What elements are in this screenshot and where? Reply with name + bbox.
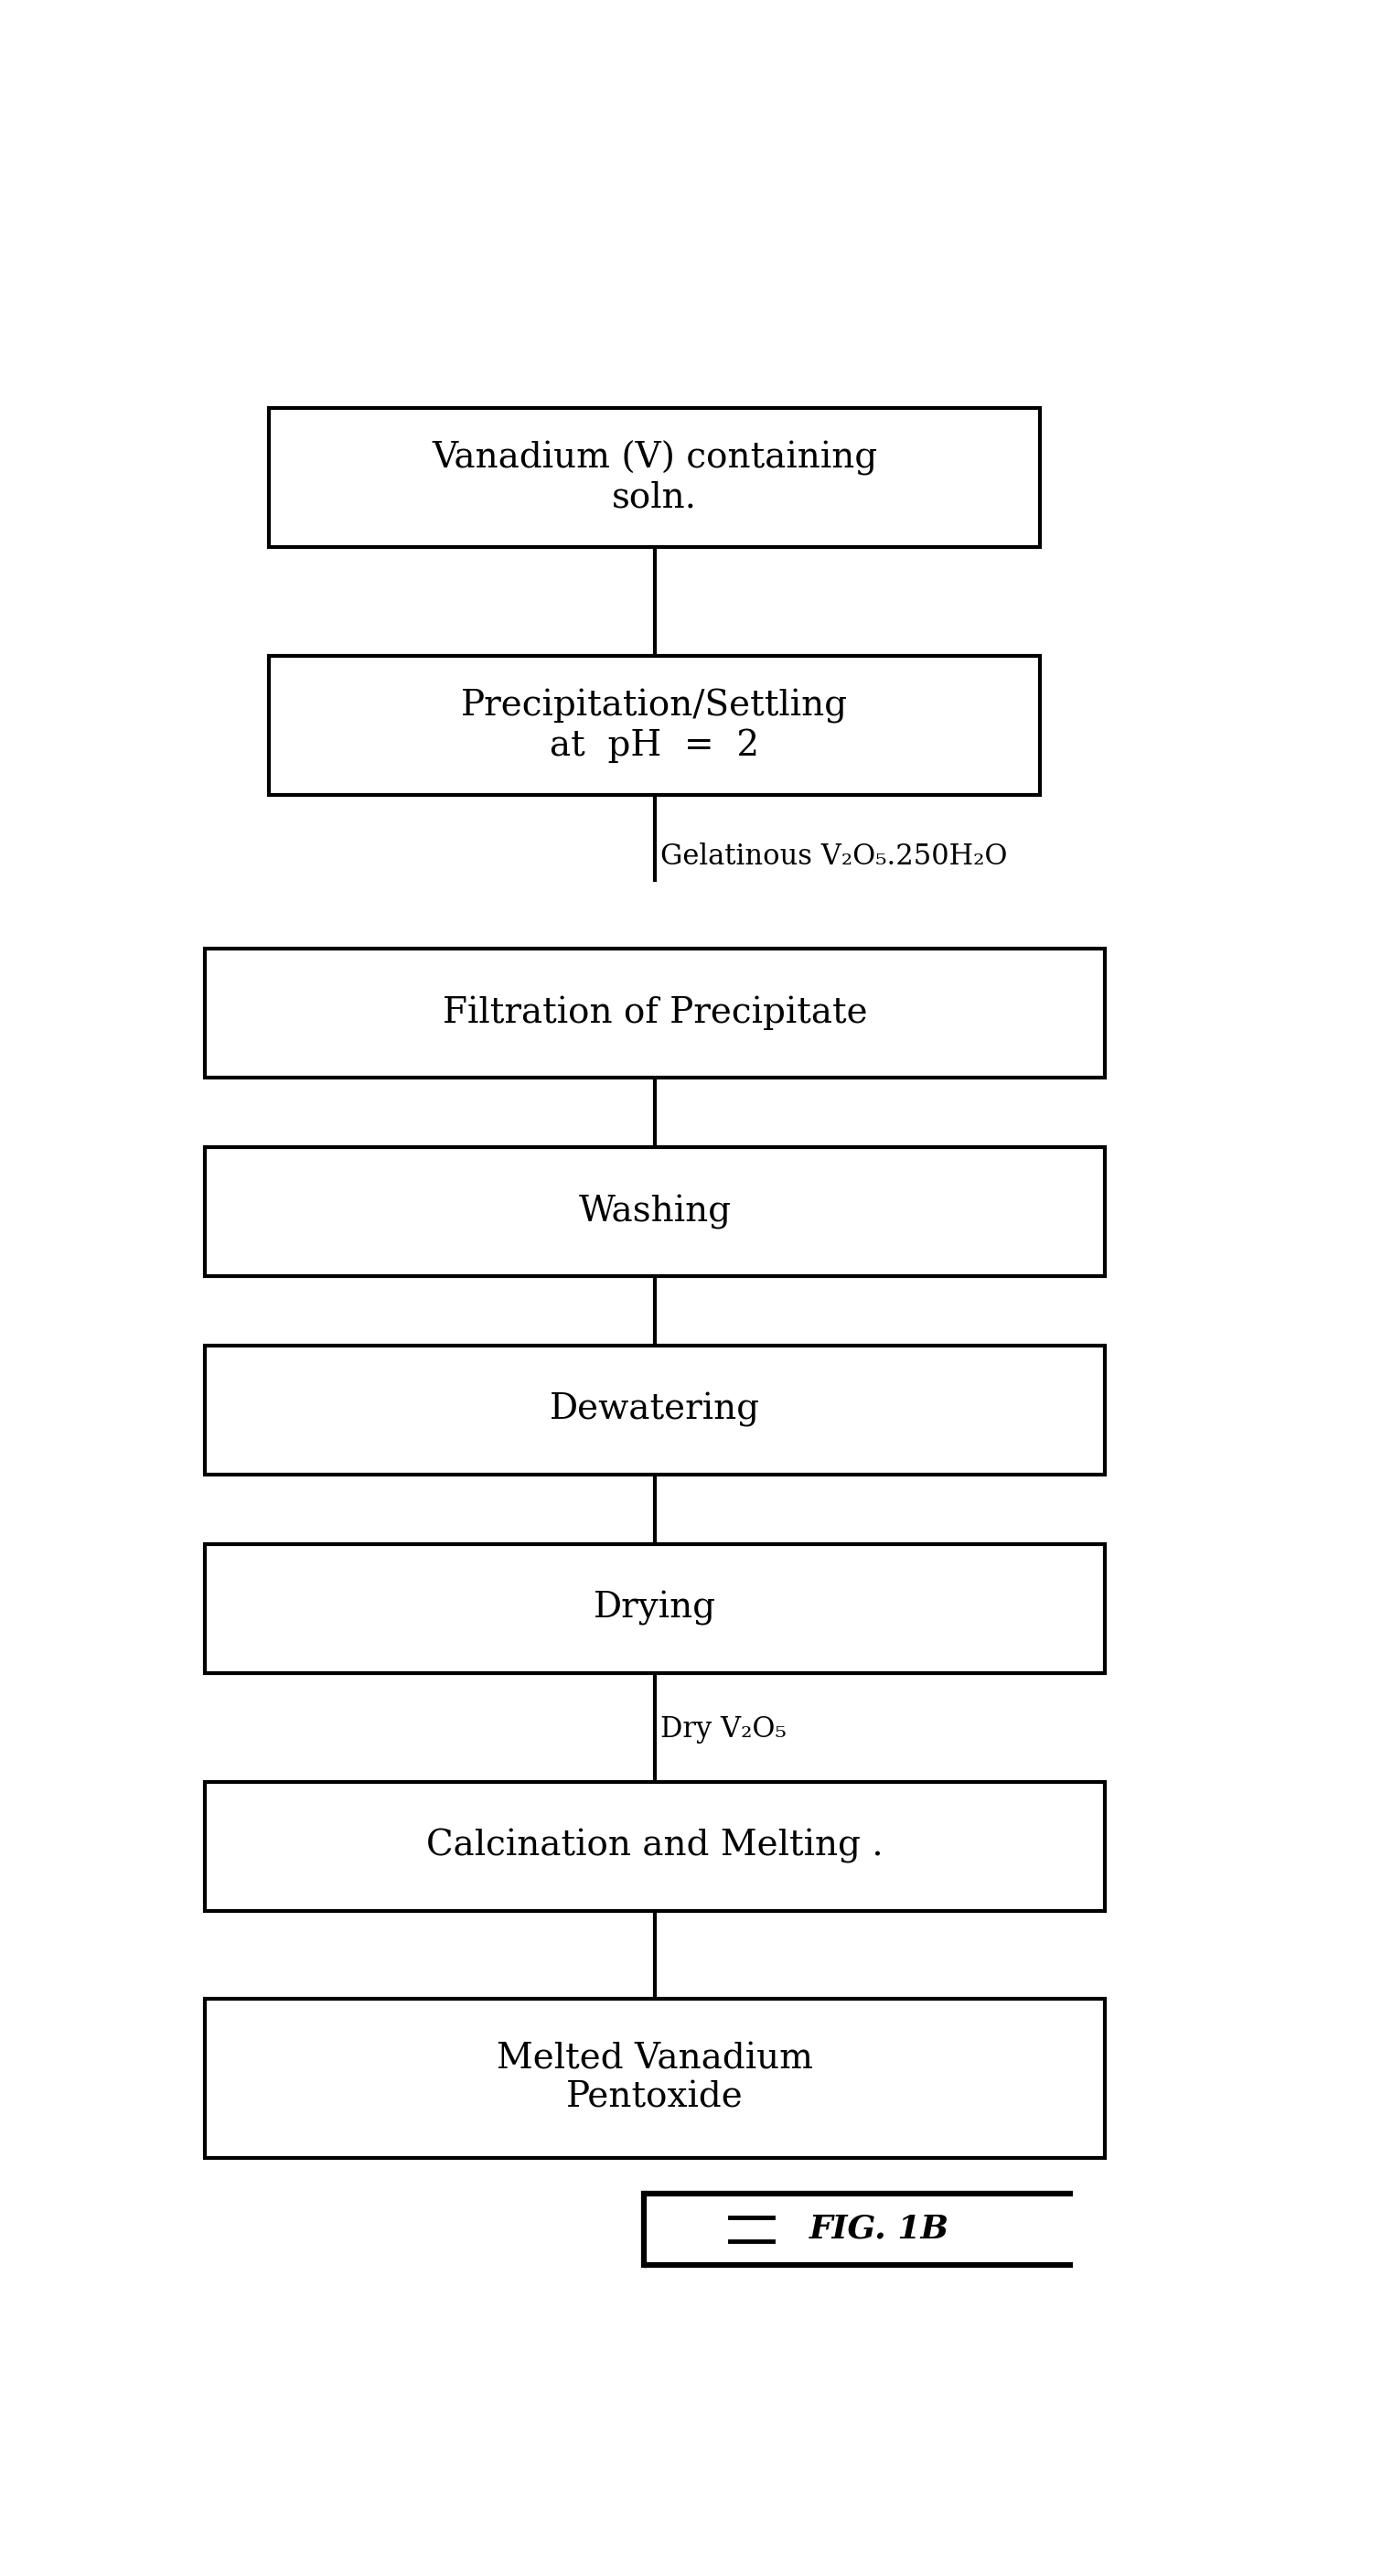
Bar [269, 410, 1041, 546]
Bar [205, 1783, 1104, 1911]
Text: Melted Vanadium
Pentoxide: Melted Vanadium Pentoxide [496, 2043, 813, 2115]
Text: FIG. 1B: FIG. 1B [810, 2213, 949, 2244]
Text: Vanadium (V) containing
soln.: Vanadium (V) containing soln. [433, 440, 878, 515]
Text: Filtration of Precipitate: Filtration of Precipitate [442, 997, 867, 1030]
Text: Washing: Washing [578, 1195, 731, 1229]
Text: Gelatinous V₂O₅.250H₂O: Gelatinous V₂O₅.250H₂O [661, 842, 1007, 871]
Bar [205, 1543, 1104, 1672]
Bar [205, 1146, 1104, 1275]
Text: Drying: Drying [593, 1592, 716, 1625]
Bar [269, 657, 1041, 796]
Text: Dry V₂O₅: Dry V₂O₅ [661, 1716, 786, 1744]
Bar [205, 1345, 1104, 1473]
Text: Dewatering: Dewatering [550, 1394, 760, 1427]
Bar [205, 1999, 1104, 2159]
Text: Precipitation/Settling
at  pH  =  2: Precipitation/Settling at pH = 2 [462, 688, 849, 762]
Text: Calcination and Melting .: Calcination and Melting . [426, 1829, 883, 1862]
Bar [205, 948, 1104, 1077]
